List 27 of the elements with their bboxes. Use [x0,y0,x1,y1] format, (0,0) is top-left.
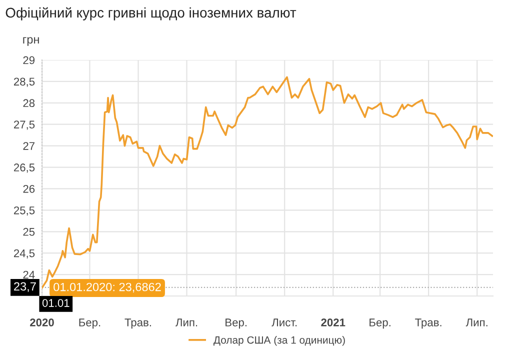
ref-line-label: 23,7 [14,282,36,292]
annotation: 01.01.2020: 23,6862 [54,282,161,293]
y-tick-label: 25,5 [14,206,35,216]
chart-title: Офіційний курс гривні щодо іноземних валют [6,7,296,20]
y-tick-label: 29 [23,56,35,64]
y-tick-label: 24,5 [14,249,35,259]
y-tick-label: 26,5 [14,164,35,173]
x-tick-label: Вер. [226,318,246,329]
x-tick-label: Лист. [272,318,297,326]
x-tick-label: Трав. [415,318,442,329]
ref-line-label: 01.01 [42,299,70,307]
x-tick-label: Бер. [79,318,100,329]
x-tick-label: Бер. [370,318,390,329]
y-tick-label: 28,5 [14,78,35,87]
y-tick-label: 27,5 [14,120,35,130]
y-tick-label: 28 [23,99,35,108]
y-axis-title: грн [23,37,39,46]
y-tick-label: 26 [23,184,35,193]
x-tick-label: 2020 [30,318,54,326]
x-tick-label: Трав. [124,318,151,329]
x-tick-label: Лип. [176,318,198,326]
y-tick-label: 24 [23,270,35,279]
x-tick-label: Лип. [466,318,488,326]
y-tick-label: 25 [23,228,35,236]
y-tick-label: 27 [23,142,34,150]
x-tick-label: 2021 [321,318,346,326]
legend-label: Долар США (за 1 одиницю) [214,336,345,346]
